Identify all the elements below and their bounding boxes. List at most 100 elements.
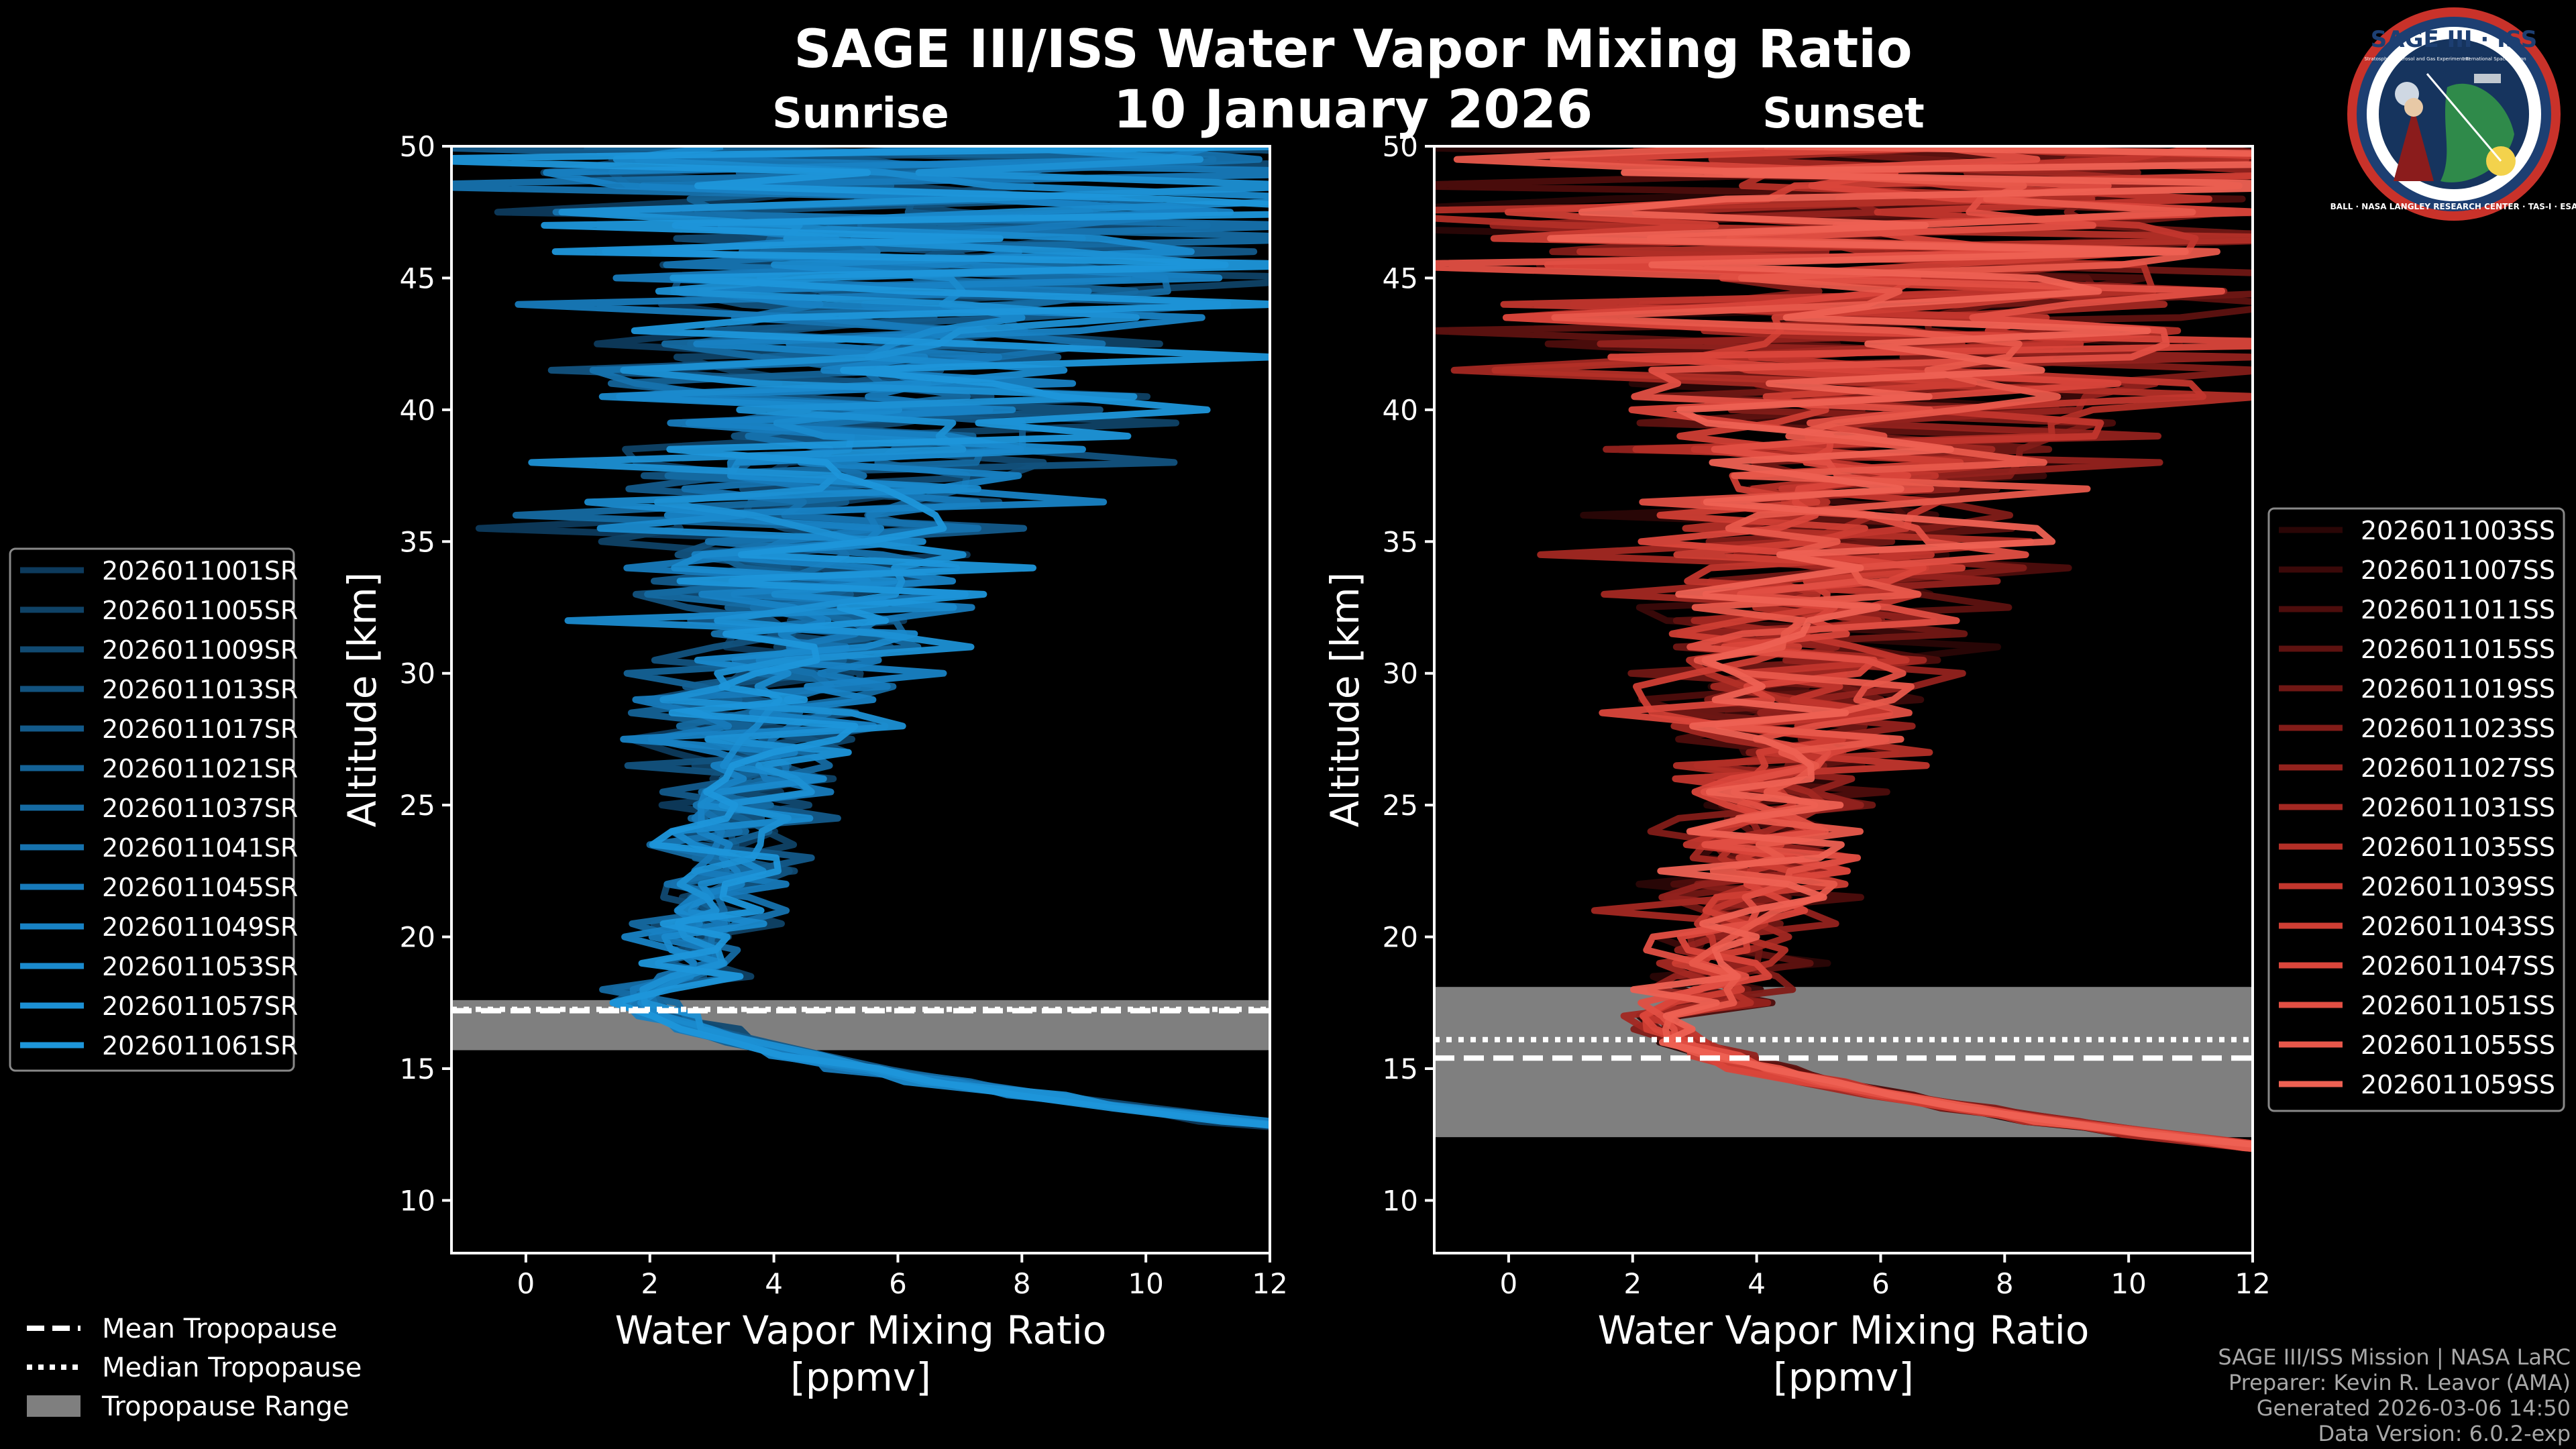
footer-mission: SAGE III/ISS Mission | NASA LaRC	[2218, 1344, 2571, 1370]
sunrise-ticks: 0 2 4 6 8 10 12 10 15 20 25 30 35 40 45 50	[400, 130, 1288, 1300]
footer-generated: Generated 2026-03-06 14:50	[2257, 1395, 2571, 1421]
sunset-legend-label: 2026011003SS	[2361, 516, 2555, 545]
sunset-axes-frame	[1433, 145, 2254, 1254]
sunset-panel: 0 2 4 6 8 10 12 10 15 20 25 30 35 40 45 50 Altitude [km…	[1322, 130, 2271, 1400]
sr-xtick-label: 10	[1128, 1267, 1163, 1300]
ss-ytick-label: 45	[1383, 262, 1418, 294]
sr-profile-2026011057SR	[528, 146, 1270, 1128]
sunrise-legend-label: 2026011021SR	[102, 754, 298, 784]
sr-xtick-label: 0	[517, 1267, 535, 1300]
ss-ytick-label: 40	[1383, 394, 1418, 427]
sunrise-legend-label: 2026011053SR	[102, 952, 298, 981]
sunrise-xlabel: Water Vapor Mixing Ratio	[615, 1307, 1107, 1353]
sunrise-legend-label: 2026011005SR	[102, 596, 298, 625]
sage-logo: SAGE III · ISS Stratospheric Aerosol and…	[2330, 7, 2576, 221]
logo-ring-text: BALL · NASA LANGLEY RESEARCH CENTER · TA…	[2330, 202, 2576, 211]
ss-tropopause-range	[1434, 987, 2253, 1138]
tropopause-legend: Mean Tropopause Median Tropopause Tropop…	[27, 1313, 362, 1422]
sunset-legend-label: 2026011011SS	[2361, 595, 2555, 625]
sr-xtick-label: 4	[765, 1267, 783, 1300]
sunset-legend-label: 2026011007SS	[2361, 555, 2555, 585]
sunset-subtitle: Sunset	[1762, 89, 1925, 138]
sr-profile-2026011061SR	[451, 146, 1270, 1129]
ss-profile-2026011051SS	[1434, 146, 2253, 1148]
ss-xtick-label: 10	[2110, 1267, 2146, 1300]
sunset-tropopause-layer	[1434, 987, 2253, 1138]
tropopause-range-swatch	[27, 1395, 80, 1417]
sr-ytick-label: 35	[400, 525, 435, 558]
sunrise-legend-label: 2026011045SR	[102, 873, 298, 902]
sunset-legend-label: 2026011031SS	[2361, 793, 2555, 822]
sunset-legend-label: 2026011027SS	[2361, 753, 2555, 783]
sr-ytick-label: 10	[400, 1184, 435, 1217]
sr-ytick-label: 15	[400, 1053, 435, 1085]
sunrise-legend-label: 2026011001SR	[102, 556, 298, 586]
ss-xtick-label: 8	[1996, 1267, 2014, 1300]
sunset-legend-label: 2026011039SS	[2361, 872, 2555, 902]
sunrise-subtitle: Sunrise	[772, 89, 949, 138]
logo-subtitle-right: International Space Station	[2462, 56, 2526, 62]
ss-ytick-label: 20	[1383, 921, 1418, 954]
ss-ytick-label: 10	[1383, 1184, 1418, 1217]
sr-ytick-label: 25	[400, 789, 435, 822]
sunset-legend-label: 2026011035SS	[2361, 833, 2555, 862]
logo-subtitle-left: Stratospheric Aerosol and Gas Experiment…	[2364, 56, 2469, 62]
sunset-legend-label: 2026011047SS	[2361, 951, 2555, 981]
sr-ytick-label: 45	[400, 262, 435, 294]
sunrise-legend-label: 2026011017SR	[102, 714, 298, 744]
sunrise-legend-label: 2026011041SR	[102, 833, 298, 863]
sunrise-tropopause-lines	[451, 1006, 1270, 1014]
sunrise-legend-label: 2026011061SR	[102, 1031, 298, 1061]
sunset-ylabel: Altitude [km]	[1322, 572, 1368, 827]
sunrise-legend-label: 2026011013SR	[102, 675, 298, 704]
sunrise-profiles	[451, 146, 1270, 1130]
sunset-legend-label: 2026011019SS	[2361, 674, 2555, 704]
ss-xtick-label: 4	[1748, 1267, 1766, 1300]
sunrise-axes-frame	[450, 145, 1271, 1254]
footer: SAGE III/ISS Mission | NASA LaRC Prepare…	[2218, 1344, 2571, 1446]
sunset-legend-label: 2026011051SS	[2361, 991, 2555, 1020]
sunset-xlabel-units: [ppmv]	[1773, 1354, 1914, 1400]
sunrise-legend-label: 2026011049SR	[102, 912, 298, 942]
sunrise-legend-label: 2026011037SR	[102, 794, 298, 823]
ss-xtick-label: 0	[1500, 1267, 1518, 1300]
sunset-xlabel: Water Vapor Mixing Ratio	[1598, 1307, 2090, 1353]
sr-ytick-label: 30	[400, 657, 435, 690]
ss-ytick-label: 50	[1383, 130, 1418, 163]
ss-xtick-label: 12	[2235, 1267, 2270, 1300]
sunset-legend-label: 2026011015SS	[2361, 635, 2555, 664]
sunrise-xlabel-units: [ppmv]	[790, 1354, 931, 1400]
sunset-legend-label: 2026011059SS	[2361, 1070, 2555, 1099]
ss-ytick-label: 25	[1383, 789, 1418, 822]
median-tropopause-label: Median Tropopause	[102, 1352, 362, 1383]
sunrise-panel: 0 2 4 6 8 10 12 10 15 20 25 30 35 40 45 50 Altitude [km…	[339, 130, 1288, 1400]
sunrise-legend-label: 2026011057SR	[102, 991, 298, 1021]
sunset-legend: 2026011003SS 2026011007SS 2026011011SS 2026…	[2267, 507, 2565, 1112]
figure-title: SAGE III/ISS Water Vapor Mixing Ratio	[794, 19, 1912, 80]
ss-profile-2026011059SS	[1547, 146, 2253, 1148]
sunrise-legend: 2026011001SR 2026011005SR 2026011009SR 2026…	[9, 547, 298, 1072]
sr-ytick-label: 50	[400, 130, 435, 163]
sunrise-legend-label: 2026011009SR	[102, 635, 298, 665]
sr-ytick-label: 20	[400, 921, 435, 954]
sr-xtick-label: 2	[641, 1267, 659, 1300]
sunset-ticks: 0 2 4 6 8 10 12 10 15 20 25 30 35 40 45 50	[1383, 130, 2271, 1300]
sr-xtick-label: 8	[1013, 1267, 1031, 1300]
footer-preparer: Preparer: Kevin R. Leavor (AMA)	[2229, 1370, 2571, 1395]
ss-xtick-label: 2	[1623, 1267, 1642, 1300]
ss-ytick-label: 35	[1383, 525, 1418, 558]
tropopause-range-label: Tropopause Range	[101, 1391, 350, 1422]
sr-xtick-label: 6	[889, 1267, 907, 1300]
sunrise-ylabel: Altitude [km]	[339, 572, 385, 827]
sunset-legend-label: 2026011043SS	[2361, 912, 2555, 941]
sunset-tropopause-lines	[1434, 1036, 2253, 1061]
ss-ytick-label: 15	[1383, 1053, 1418, 1085]
sunset-profiles	[1434, 146, 2253, 1152]
logo-title: SAGE III · ISS	[2371, 26, 2537, 53]
figure-date: 10 January 2026	[1114, 80, 1593, 140]
sunset-legend-label: 2026011023SS	[2361, 714, 2555, 743]
sr-ytick-label: 40	[400, 394, 435, 427]
ss-ytick-label: 30	[1383, 657, 1418, 690]
footer-version: Data Version: 6.0.2-exp	[2318, 1421, 2571, 1446]
